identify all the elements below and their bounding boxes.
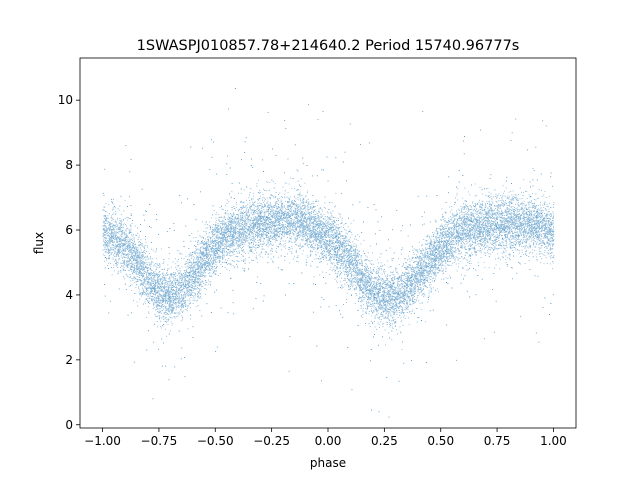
scatter-points-band — [102, 169, 555, 350]
x-tick-label: −1.00 — [84, 434, 121, 448]
x-axis-ticks: −1.00 −0.75 −0.50 −0.25 0.00 0.25 0.50 0.75 1.00 — [84, 428, 567, 448]
chart-title: 1SWASPJ010857.78+214640.2 Period 15740.9… — [137, 38, 520, 54]
x-axis-label: phase — [310, 456, 346, 470]
y-tick-label: 6 — [65, 223, 73, 237]
y-tick-label: 8 — [65, 158, 73, 172]
y-tick-label: 10 — [58, 93, 73, 107]
data-points — [102, 88, 555, 418]
y-tick-label: 0 — [65, 418, 73, 432]
y-axis-label: flux — [32, 232, 46, 254]
x-tick-label: 0.50 — [427, 434, 454, 448]
scatter-points-outliers — [102, 88, 554, 418]
y-tick-label: 4 — [65, 288, 73, 302]
x-tick-label: −0.25 — [253, 434, 290, 448]
x-tick-label: 0.00 — [315, 434, 342, 448]
x-tick-label: 1.00 — [540, 434, 567, 448]
x-tick-label: 0.25 — [371, 434, 398, 448]
x-tick-label: −0.75 — [141, 434, 178, 448]
x-tick-label: 0.75 — [484, 434, 511, 448]
y-tick-label: 2 — [65, 353, 73, 367]
y-axis-ticks: 0 2 4 6 8 10 — [58, 93, 80, 432]
x-tick-label: −0.50 — [197, 434, 234, 448]
